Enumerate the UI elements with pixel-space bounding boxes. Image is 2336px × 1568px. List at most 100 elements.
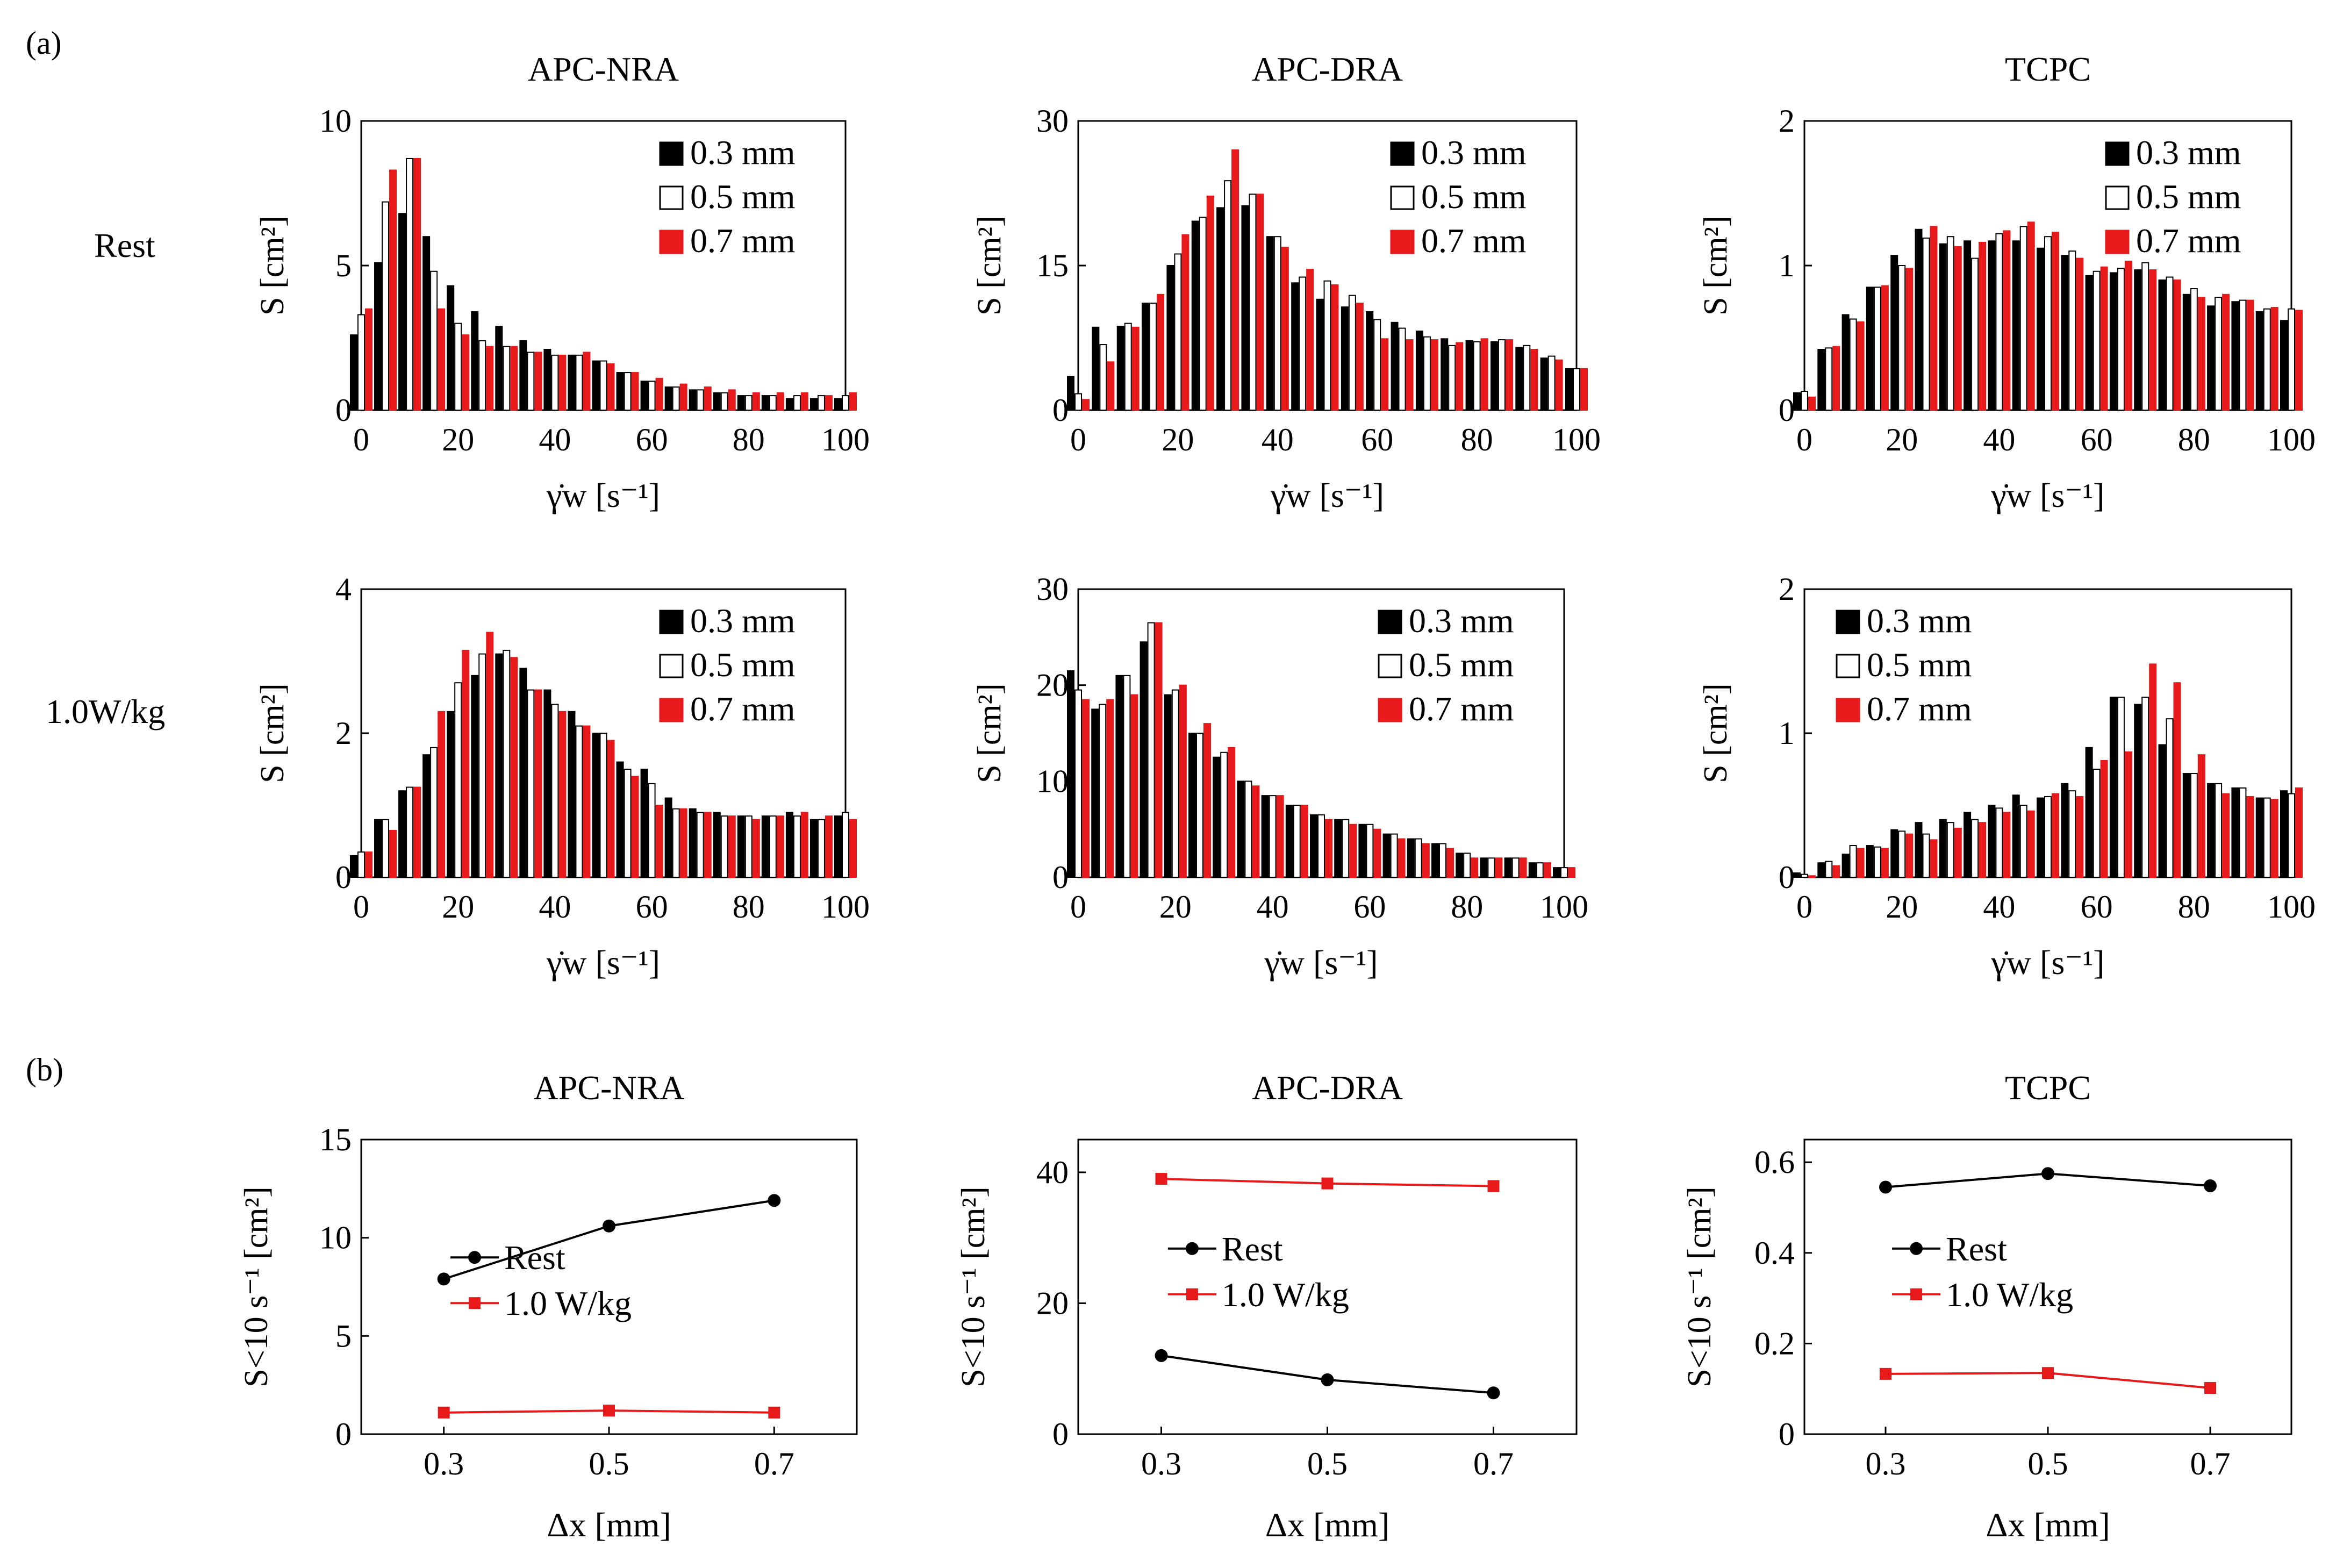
bar-red	[583, 725, 591, 878]
bar-white	[478, 340, 486, 411]
bar-white	[1293, 805, 1301, 878]
bar-black	[1067, 376, 1074, 411]
bar-red	[1206, 195, 1214, 411]
y-axis-label: S [cm²]	[254, 216, 291, 316]
bar-white	[1273, 236, 1281, 411]
bar-black	[398, 790, 406, 878]
bar-white	[1801, 874, 1808, 878]
bar-black	[1890, 255, 1898, 411]
bar-black	[1316, 298, 1324, 411]
bar-black	[1415, 330, 1423, 411]
bar-white	[430, 747, 438, 878]
legend-swatch-white	[659, 654, 684, 678]
bar-black	[2231, 787, 2239, 878]
bar-black	[2158, 279, 2166, 411]
bar-red	[1568, 867, 1575, 878]
bar-black	[1216, 207, 1224, 411]
legend-label: 0.5 mm	[1409, 646, 1514, 684]
y-tick-label: 2	[1779, 571, 1795, 607]
legend-swatch-black	[2105, 141, 2130, 166]
chart-b-7: APC-DRA 0 20 40 0.3 0.5 0.7 S<10 s⁻¹ [cm²] Δx [m…	[955, 1069, 1578, 1544]
bar-black	[1310, 814, 1317, 878]
x-tick-label: 0	[353, 422, 369, 457]
bar-white	[2019, 226, 2027, 411]
bar-black	[1285, 805, 1293, 878]
legend-swatch-red	[1378, 698, 1402, 722]
bar-red	[438, 711, 446, 878]
bar-black	[1817, 349, 1825, 411]
bar-black	[2109, 697, 2117, 878]
bar-white	[454, 682, 462, 878]
legend-swatch-black	[1836, 610, 1860, 634]
x-tick-label: 100	[821, 422, 870, 457]
x-tick-label: 0.3	[1141, 1446, 1181, 1481]
y-tick-label: 0	[1052, 1416, 1069, 1452]
bar-black	[616, 372, 624, 411]
bar-red	[1881, 848, 1889, 878]
y-tick-label: 1	[1779, 248, 1795, 283]
x-tick-label: 60	[2081, 889, 2113, 925]
bar-red	[1905, 268, 1914, 411]
bar-red	[655, 805, 663, 878]
bar-black	[1391, 321, 1399, 411]
y-tick-label: 0	[1779, 392, 1795, 428]
marker-circle	[2204, 1179, 2217, 1192]
bar-red	[2100, 760, 2108, 878]
y-axis-label: S<10 s⁻¹ [cm²]	[238, 1186, 275, 1387]
bar-white	[1946, 236, 1954, 411]
legend-label: Rest	[1946, 1230, 2007, 1268]
bar-white	[1898, 265, 1906, 411]
marker-square	[438, 1406, 450, 1419]
bar-black	[1915, 822, 1923, 878]
bar-red	[1082, 399, 1090, 411]
bar-red	[2124, 260, 2132, 411]
bar-white	[406, 157, 414, 411]
bar-white	[1323, 280, 1331, 411]
bar-black	[2182, 773, 2190, 878]
x-axis-label: γ̇w [s⁻¹]	[546, 476, 660, 514]
bar-black	[1115, 675, 1123, 878]
bar-white	[720, 815, 728, 878]
bar-white	[672, 386, 680, 411]
bar-black	[1441, 338, 1449, 411]
bar-black	[1515, 347, 1523, 411]
y-tick-label: 0	[1052, 392, 1069, 428]
legend-swatch-red	[1390, 230, 1415, 254]
bar-red	[1179, 684, 1187, 878]
bar-black	[568, 354, 576, 411]
bar-red	[825, 395, 833, 411]
bar-red	[1954, 246, 1962, 411]
bar-black	[1964, 812, 1972, 878]
y-tick-label: 15	[1036, 248, 1069, 283]
x-tick-label: 40	[1983, 889, 2015, 925]
y-tick-label: 0.6	[1754, 1144, 1795, 1180]
bar-red	[1857, 321, 1865, 411]
bar-black	[1341, 306, 1349, 411]
marker-circle	[768, 1194, 781, 1207]
bar-red	[1107, 361, 1115, 411]
bar-black	[519, 340, 527, 411]
bar-red	[2295, 310, 2303, 411]
bar-white	[648, 381, 656, 411]
bar-black	[1866, 287, 1874, 411]
bar-white	[1366, 824, 1374, 878]
bar-white	[1573, 368, 1580, 411]
bar-black	[616, 761, 624, 878]
x-tick-label: 100	[1540, 889, 1588, 925]
bar-white	[1873, 287, 1881, 411]
bar-red	[2295, 787, 2303, 878]
legend-label: 1.0 W/kg	[1946, 1276, 2073, 1314]
bar-black	[2280, 320, 2288, 411]
y-axis-label: S<10 s⁻¹ [cm²]	[955, 1186, 992, 1387]
bar-black	[1793, 392, 1801, 411]
bar-black	[1291, 282, 1299, 411]
y-tick-label: 0	[335, 392, 352, 428]
bar-black	[1431, 843, 1439, 878]
bar-red	[1181, 234, 1190, 411]
bar-white	[2166, 276, 2174, 411]
chart-title: TCPC	[2005, 50, 2091, 88]
x-tick-label: 60	[1361, 422, 1393, 457]
bar-white	[1244, 781, 1252, 878]
bar-black	[2061, 255, 2069, 411]
